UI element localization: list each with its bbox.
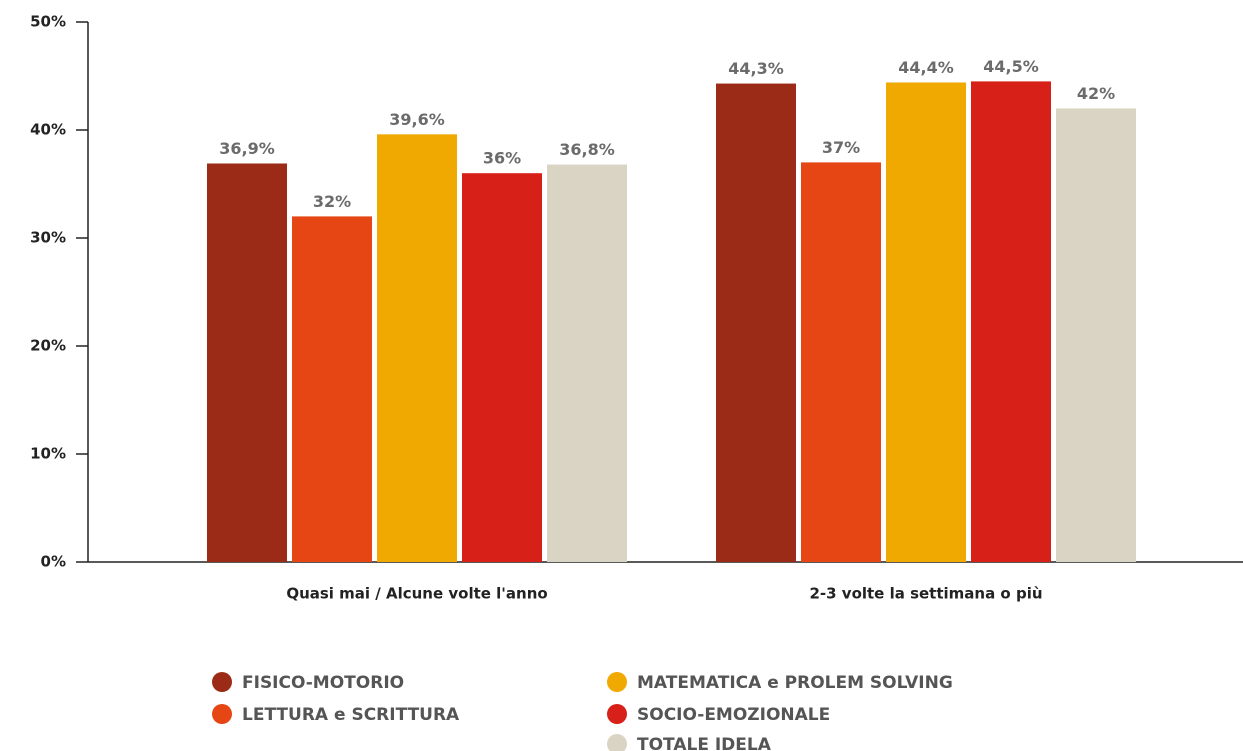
- y-tick-label: 30%: [30, 229, 66, 247]
- value-label: 44,4%: [898, 58, 954, 77]
- value-label: 39,6%: [389, 110, 445, 129]
- value-label: 36,9%: [219, 139, 275, 158]
- bar: [462, 173, 542, 562]
- value-label: 42%: [1077, 84, 1115, 103]
- legend-label: SOCIO-EMOZIONALE: [637, 705, 830, 725]
- bar: [801, 162, 881, 562]
- y-tick-label: 0%: [41, 553, 66, 571]
- legend-label: MATEMATICA e PROLEM SOLVING: [637, 673, 953, 693]
- y-tick-label: 10%: [30, 445, 66, 463]
- bar: [547, 164, 627, 562]
- bar: [1056, 108, 1136, 563]
- bar: [886, 82, 966, 562]
- legend-marker: [607, 672, 627, 692]
- legend-marker: [607, 704, 627, 724]
- x-tick-label: Quasi mai / Alcune volte l'anno: [286, 585, 547, 603]
- legend-marker: [212, 672, 232, 692]
- bar: [292, 216, 372, 562]
- legend-label: TOTALE IDELA: [637, 735, 772, 751]
- y-tick-label: 40%: [30, 121, 66, 139]
- bar: [971, 81, 1051, 563]
- legend-marker: [212, 704, 232, 724]
- x-tick-label: 2-3 volte la settimana o più: [809, 585, 1042, 603]
- y-tick-label: 50%: [30, 13, 66, 31]
- value-label: 32%: [313, 192, 351, 211]
- value-label: 37%: [822, 138, 860, 157]
- bar: [716, 83, 796, 562]
- value-label: 36,8%: [559, 140, 615, 159]
- value-label: 44,3%: [728, 59, 784, 78]
- legend-label: FISICO-MOTORIO: [242, 673, 404, 693]
- y-tick-label: 20%: [30, 337, 66, 355]
- bar: [377, 134, 457, 562]
- legend-label: LETTURA e SCRITTURA: [242, 705, 460, 725]
- legend-marker: [607, 734, 627, 751]
- bar: [207, 163, 287, 563]
- value-label: 36%: [483, 149, 521, 168]
- value-label: 44,5%: [983, 57, 1039, 76]
